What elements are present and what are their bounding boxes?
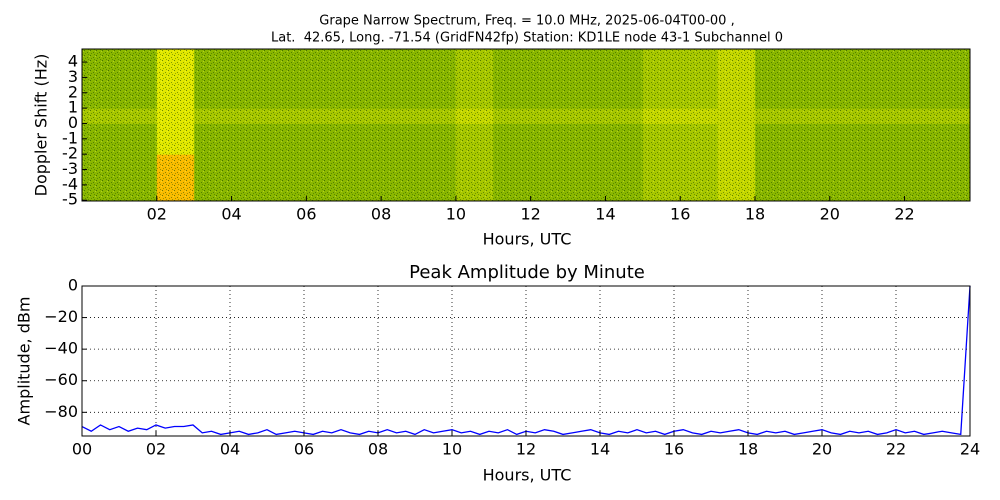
- chart-title: Peak Amplitude by Minute: [409, 262, 645, 283]
- x-tick-label: 18: [738, 440, 758, 459]
- y-tick-label: -3: [62, 159, 78, 178]
- x-tick-label: 20: [812, 440, 832, 459]
- y-tick-label: -4: [62, 174, 78, 193]
- chart-subtitle: Lat. 42.65, Long. -71.54 (GridFN42fp) St…: [271, 31, 783, 46]
- x-tick-label: 12: [516, 440, 536, 459]
- x-tick-label: 16: [670, 205, 690, 224]
- y-tick-label: 0: [68, 276, 78, 295]
- x-tick-label: 08: [368, 440, 388, 459]
- x-tick-label: 14: [590, 440, 610, 459]
- y-axis-label: Doppler Shift (Hz): [32, 54, 51, 197]
- x-tick-label: 04: [220, 440, 240, 459]
- plot-frame: [81, 285, 971, 437]
- y-tick-label: -2: [62, 144, 78, 163]
- x-tick-label: 22: [886, 440, 906, 459]
- x-tick-label: 24: [960, 440, 980, 459]
- y-tick-label: 2: [68, 82, 78, 101]
- x-tick-label: 04: [221, 205, 241, 224]
- x-tick-label: 06: [294, 440, 314, 459]
- y-tick-label: −80: [44, 402, 78, 421]
- heatmap-cells: [82, 49, 970, 201]
- x-tick-label: 06: [296, 205, 316, 224]
- x-axis-label: Hours, UTC: [483, 230, 572, 249]
- plot-frame: [81, 48, 971, 202]
- x-tick-label: 20: [820, 205, 840, 224]
- y-tick-label: 3: [68, 67, 78, 86]
- x-tick-label: 10: [442, 440, 462, 459]
- y-axis-label: Amplitude, dBm: [15, 297, 34, 426]
- x-tick-label: 08: [371, 205, 391, 224]
- x-tick-label: 22: [894, 205, 914, 224]
- x-tick-label: 00: [72, 440, 92, 459]
- x-tick-label: 16: [664, 440, 684, 459]
- x-tick-label: 02: [146, 440, 166, 459]
- amplitude-chart: 00 02 04 06 08 10 12 14 16 18 20 22 24 0 −20 −40 −60 −80: [44, 276, 980, 459]
- chart-title: Grape Narrow Spectrum, Freq. = 10.0 MHz,…: [319, 14, 734, 29]
- y-tick-label: 0: [68, 113, 78, 132]
- y-tick-label: −60: [44, 370, 78, 389]
- texture: [82, 49, 970, 201]
- y-tick-label: -5: [62, 190, 78, 209]
- x-tick-label: 14: [595, 205, 615, 224]
- x-tick-label: 12: [520, 205, 540, 224]
- x-axis-label: Hours, UTC: [483, 466, 572, 485]
- y-tick-label: -1: [62, 128, 78, 147]
- x-tick-label: 18: [745, 205, 765, 224]
- x-tick-label: 10: [446, 205, 466, 224]
- y-tick-label: 1: [68, 98, 78, 117]
- y-tick-label: −40: [44, 339, 78, 358]
- y-tick-label: 4: [68, 52, 78, 71]
- x-tick-label: 02: [147, 205, 167, 224]
- y-tick-label: −20: [44, 307, 78, 326]
